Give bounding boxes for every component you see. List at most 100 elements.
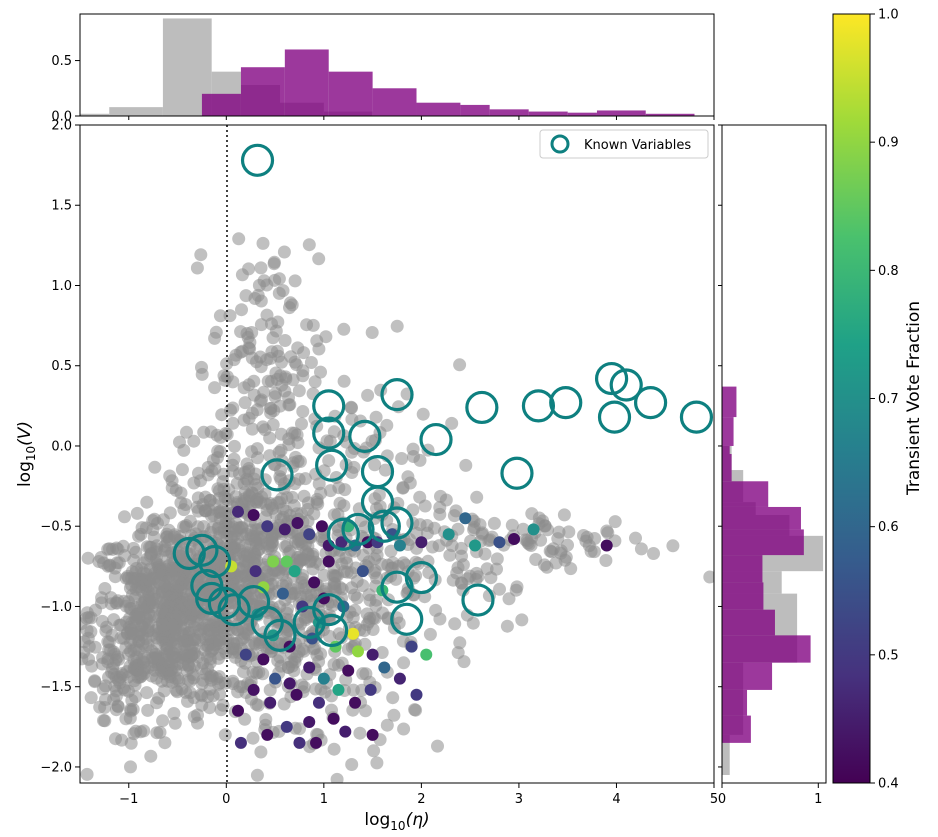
y-axis-label: log10(V) — [15, 421, 38, 487]
background-source-point — [347, 460, 361, 474]
background-source-point — [232, 232, 246, 246]
colorbar-tick-label: 0.6 — [878, 520, 899, 535]
background-source-point — [213, 504, 227, 518]
background-source-point — [390, 319, 404, 333]
right-hist-y-ticks — [718, 124, 722, 768]
known-variable-ring — [500, 456, 534, 490]
transient-candidate-point — [332, 683, 345, 696]
right-hist-purple-bar — [722, 445, 730, 454]
known-variable-ring — [260, 458, 294, 492]
background-source-point — [168, 528, 182, 542]
right-hist-bars — [722, 386, 824, 775]
background-source-point — [266, 418, 280, 432]
background-source-point — [703, 570, 714, 584]
background-source-point — [384, 544, 398, 558]
background-source-point — [260, 353, 274, 367]
background-source-point — [167, 707, 181, 720]
background-source-point — [298, 472, 312, 486]
known-variable-ring — [419, 422, 453, 457]
transient-candidate-point — [280, 720, 293, 733]
background-source-point — [196, 673, 210, 687]
transient-candidate-point — [356, 565, 369, 578]
background-source-point — [203, 701, 217, 715]
colorbar: 0.4 0.5 0.6 0.7 0.8 0.9 1.0 Transient Vote Fra… — [832, 8, 924, 792]
background-source-point — [600, 524, 614, 538]
top-hist-bars — [80, 18, 695, 116]
background-source-point — [265, 317, 278, 331]
known-variable-ring — [172, 536, 206, 571]
background-source-point — [187, 476, 201, 490]
background-source-point — [320, 434, 334, 448]
background-source-point — [490, 562, 503, 576]
x-tick-label: 4 — [612, 792, 620, 807]
background-source-point — [353, 726, 367, 740]
x-tick-label: 3 — [515, 792, 523, 807]
known-variable-ring — [461, 583, 495, 617]
background-source-point — [557, 508, 571, 522]
background-source-point — [140, 495, 154, 509]
background-source-point — [283, 544, 297, 558]
background-source-point — [599, 554, 613, 567]
background-source-point — [150, 726, 164, 740]
background-source-point — [204, 630, 218, 644]
background-source-point — [124, 760, 137, 774]
background-source-point — [166, 610, 180, 624]
background-source-point — [80, 635, 91, 649]
top-hist-y-tick-label: 0.5 — [51, 54, 72, 69]
transient-candidate-point — [257, 581, 270, 594]
background-source-point — [240, 472, 254, 486]
background-source-point — [255, 393, 268, 407]
x-tick-label: 2 — [417, 792, 425, 807]
background-source-point — [151, 636, 164, 650]
background-source-point — [170, 685, 184, 699]
background-source-point — [157, 684, 171, 698]
background-source-point — [226, 674, 240, 688]
background-source-point — [345, 412, 359, 426]
background-source-point — [387, 708, 401, 722]
background-source-point — [146, 523, 160, 537]
background-source-point — [191, 650, 205, 664]
main-y-ticks: −2.0 −1.5 −1.0 −0.5 0.0 0.5 1.0 1.5 2.0 — [40, 119, 80, 775]
background-source-point — [516, 522, 530, 536]
background-source-point — [102, 635, 116, 649]
main-plot-frame — [79, 124, 715, 784]
colorbar-tick-label: 0.9 — [878, 136, 899, 151]
background-source-point — [386, 691, 400, 705]
background-source-point — [304, 356, 318, 369]
known-variable-ring — [198, 544, 232, 579]
right-hist-frame — [721, 124, 827, 784]
background-source-point — [290, 507, 304, 521]
background-source-point — [372, 488, 386, 502]
background-source-point — [174, 496, 188, 510]
background-source-point — [487, 516, 501, 530]
background-source-point — [459, 458, 473, 472]
background-source-point — [666, 539, 680, 553]
background-source-point — [156, 714, 170, 728]
background-source-point — [281, 660, 295, 674]
background-source-point — [272, 286, 286, 300]
background-source-point — [277, 245, 291, 259]
transient-candidate-point — [393, 539, 406, 552]
background-source-point — [326, 568, 340, 582]
background-source-point — [449, 504, 463, 518]
right-hist-purple-bar — [722, 506, 801, 530]
background-source-point — [259, 713, 273, 726]
background-source-point — [222, 483, 236, 497]
top-hist-purple-bar — [284, 49, 329, 116]
background-source-point — [191, 716, 204, 730]
background-source-point — [274, 427, 288, 441]
transient-candidate-point — [261, 728, 274, 741]
background-source-point — [331, 507, 345, 521]
background-source-point — [82, 652, 96, 666]
background-source-point — [194, 248, 208, 262]
background-source-point — [273, 650, 287, 664]
known-variable-ring — [380, 378, 414, 412]
background-source-point — [230, 531, 244, 545]
transient-candidate-point — [278, 523, 291, 536]
known-variable-ring — [597, 400, 632, 434]
background-source-point — [169, 589, 183, 603]
background-source-point — [144, 749, 158, 763]
background-source-point — [445, 416, 459, 430]
background-source-point — [212, 670, 226, 684]
background-source-point — [238, 396, 252, 410]
